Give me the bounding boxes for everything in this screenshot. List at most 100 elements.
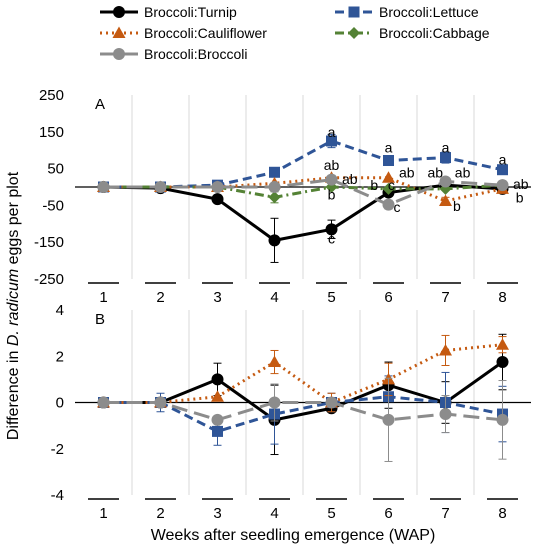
data-point <box>496 356 509 369</box>
series-line <box>103 183 503 242</box>
data-point <box>497 164 508 176</box>
data-point <box>268 191 281 204</box>
significance-letter: c <box>388 177 395 193</box>
data-point <box>439 175 452 188</box>
y-tick-label: -50 <box>42 197 64 214</box>
data-point <box>382 171 395 183</box>
data-point <box>268 181 281 193</box>
y-tick-label: 4 <box>56 302 64 319</box>
data-point <box>326 135 337 147</box>
x-tick-label: 5 <box>327 505 335 522</box>
data-point <box>154 396 167 409</box>
significance-letter: c <box>394 199 401 215</box>
x-tick-label: 7 <box>441 505 449 522</box>
series-line <box>103 360 504 422</box>
x-tick-label: 2 <box>156 289 164 306</box>
significance-letter: b <box>453 198 461 214</box>
data-point <box>211 390 224 402</box>
data-point <box>212 425 223 437</box>
series-line <box>103 343 503 405</box>
y-tick-label: -4 <box>51 487 64 504</box>
legend-label: Broccoli:Broccoli <box>144 46 247 62</box>
panel-b: 4 2 0 -2 -4 1 2 3 4 5 6 7 8 B <box>51 302 531 522</box>
significance-letter: ab <box>324 157 340 173</box>
y-tick-label: -150 <box>34 234 64 251</box>
legend-label: Broccoli:Turnip <box>144 4 237 20</box>
data-point <box>496 179 509 192</box>
x-axis-label: Weeks after seedling emergence (WAP) <box>151 527 436 544</box>
x-tick-label: 5 <box>327 289 335 306</box>
significance-letter: ab <box>342 171 358 187</box>
x-tick-label: 8 <box>498 289 506 306</box>
legend-item-broccoli-turnip: Broccoli:Turnip <box>100 4 237 20</box>
data-point <box>97 181 110 193</box>
y-tick-label: -2 <box>51 441 64 458</box>
significance-letter: b <box>516 189 524 205</box>
y-axis-label-suffix: eggs per plot <box>5 171 22 269</box>
x-tick-label: 7 <box>441 289 449 306</box>
y-axis-label-prefix: Difference in <box>5 346 22 440</box>
data-point <box>496 413 509 426</box>
x-tick-label: 3 <box>213 289 221 306</box>
y-tick-label: 2 <box>56 348 64 365</box>
significance-letter: ab <box>513 176 529 192</box>
significance-letter: c <box>328 231 335 247</box>
significance-letter: b <box>328 186 336 202</box>
y-axis-label: Difference in D. radicum eggs per plot <box>5 171 22 440</box>
significance-letter: ab <box>455 164 471 180</box>
data-point <box>154 181 167 193</box>
data-point <box>268 234 281 247</box>
x-tick-label: 1 <box>99 289 107 306</box>
data-point <box>439 343 452 356</box>
significance-letter: a <box>328 124 336 140</box>
data-point <box>382 198 395 211</box>
x-tick-label: 8 <box>498 505 506 522</box>
y-axis-label-species: D. radicum <box>5 269 22 346</box>
data-point <box>383 155 394 167</box>
data-point <box>325 223 338 236</box>
legend-marker <box>113 6 125 18</box>
y-tick-label: -250 <box>34 271 64 288</box>
legend-label: Broccoli:Cabbage <box>379 25 490 41</box>
significance-letter: a <box>442 140 450 156</box>
legend-item-broccoli-broccoli: Broccoli:Broccoli <box>100 46 247 62</box>
legend-item-broccoli-lettuce: Broccoli:Lettuce <box>335 4 479 20</box>
data-point <box>268 355 281 368</box>
y-tick-label: 50 <box>47 161 64 178</box>
legend-marker <box>348 6 360 18</box>
series-line <box>103 178 503 207</box>
panel-label: A <box>95 96 105 113</box>
significance-letter: a <box>385 140 393 156</box>
data-point <box>97 396 110 409</box>
legend-marker <box>113 48 125 60</box>
data-point <box>269 166 280 178</box>
x-tick-label: 4 <box>270 505 278 522</box>
data-point <box>496 338 509 350</box>
y-tick-label: 150 <box>39 124 64 141</box>
y-tick-label: 250 <box>39 87 64 104</box>
x-tick-label: 6 <box>384 289 392 306</box>
data-point <box>440 152 451 164</box>
x-tick-label: 3 <box>213 505 221 522</box>
x-tick-label: 6 <box>384 505 392 522</box>
significance-letter: ab <box>427 164 443 180</box>
series-line <box>103 176 503 203</box>
significance-letter: b <box>370 177 378 193</box>
data-point <box>382 413 395 426</box>
x-tick-label: 1 <box>99 505 107 522</box>
significance-letter: ab <box>399 164 415 180</box>
legend-item-broccoli-cauliflower: Broccoli:Cauliflower <box>100 25 267 41</box>
x-tick-label: 4 <box>270 289 278 306</box>
series-line <box>103 395 503 434</box>
data-point <box>211 181 224 193</box>
legend-marker <box>348 27 360 39</box>
data-point <box>211 373 224 386</box>
data-point <box>211 193 224 206</box>
data-point <box>211 413 224 426</box>
legend: Broccoli:Turnip Broccoli:Lettuce Broccoli:… <box>100 4 490 62</box>
data-point <box>382 182 395 195</box>
data-point <box>325 173 338 186</box>
series-line <box>103 139 503 189</box>
